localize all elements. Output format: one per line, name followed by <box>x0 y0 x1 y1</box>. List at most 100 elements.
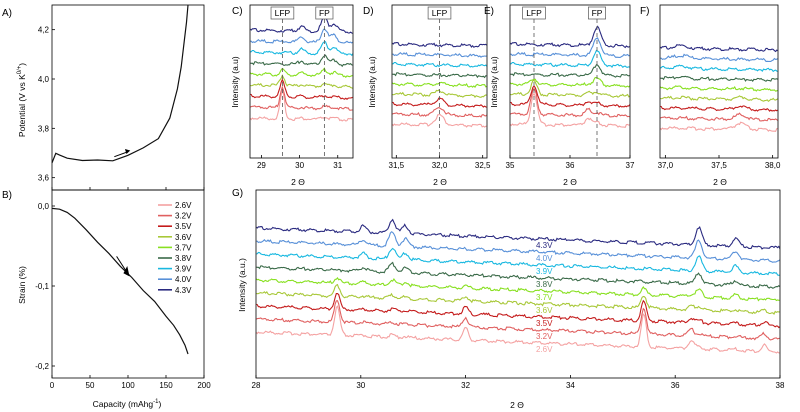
panel-f-traces <box>660 44 778 133</box>
panel-b-xtick-label: 150 <box>159 381 173 390</box>
panel-e-trace <box>510 25 630 49</box>
panel-g-xtick-label: 32 <box>461 381 470 390</box>
panel-a-frame <box>51 4 205 191</box>
panel-e-trace <box>510 64 630 78</box>
panel-g-trace <box>256 261 780 289</box>
panel-c-marker-box <box>315 6 334 20</box>
panel-g-frame <box>255 189 781 379</box>
panel-a-ytick-label: 3,6 <box>38 174 50 183</box>
panel-d-xtick-label: 31,5 <box>389 161 405 170</box>
panel-f-xtick-label: 37,0 <box>658 161 674 170</box>
panel-b-xtick-label: 200 <box>197 381 211 390</box>
panel-f-xtick-label: 38,0 <box>765 161 781 170</box>
panel-c-frame <box>249 4 354 159</box>
panel-c-trace <box>250 74 353 89</box>
panel-e-trace <box>510 79 630 98</box>
panel-g-series-label: 3.2V <box>536 332 553 341</box>
panel-g-xlabel: 2 Θ <box>510 400 524 410</box>
panel-b-xlabel: Capacity (mAhg-1) <box>93 399 162 409</box>
panel-f-trace <box>660 64 778 73</box>
panel-e-marker-box <box>522 6 546 20</box>
panel-e-xtick-label: 37 <box>626 161 635 170</box>
panel-g-trace <box>256 300 780 341</box>
panel-f-trace <box>660 85 778 92</box>
panel-g-series-label: 3.6V <box>536 306 553 315</box>
panel-c-trace <box>250 27 353 44</box>
panel-e-traces <box>510 25 630 129</box>
panel-c-trace <box>250 85 353 111</box>
panel-g-series-label: 3.8V <box>536 280 553 289</box>
panel-c-marker-label: FP <box>319 8 330 18</box>
panel-d-marker-label: LFP <box>432 8 448 18</box>
panel-g-series-label: 4.3V <box>536 241 553 250</box>
panel-g-xtick-label: 36 <box>671 381 680 390</box>
panel-g-trace <box>256 218 780 250</box>
panel-g-xtick-label: 30 <box>356 381 365 390</box>
panel-c-ylabel: Intensity (a.u) <box>230 56 240 108</box>
panel-c-marker-box <box>270 6 295 20</box>
panel-label-b: B) <box>2 190 12 201</box>
panel-e-xtick-label: 36 <box>566 161 575 170</box>
panel-e-frame <box>509 4 631 159</box>
panel-f-frame <box>659 4 779 159</box>
panel-label-a: A) <box>2 8 12 19</box>
panel-label-e: E) <box>484 6 494 17</box>
panel-e-trace <box>510 87 630 118</box>
panel-c-xlabel: 2 Θ <box>291 177 305 187</box>
panel-d-xlabel: 2 Θ <box>433 177 447 187</box>
panel-c-xtick-label: 29 <box>257 161 266 170</box>
panel-g-series-label: 3.7V <box>536 293 553 302</box>
panel-e-xlabel: 2 Θ <box>563 177 577 187</box>
panel-g-series-label: 2.6V <box>536 345 553 354</box>
panel-c-trace <box>250 89 353 122</box>
legend-label: 4.3V <box>175 286 192 295</box>
panel-b-ylabel: Strain (%) <box>17 266 27 304</box>
panel-a-arrow-head <box>124 149 131 154</box>
panel-c-trace <box>250 41 353 57</box>
panel-d-xtick-label: 32,0 <box>432 161 448 170</box>
panel-d-trace <box>392 41 487 48</box>
panel-c-xtick-label: 31 <box>333 161 342 170</box>
panel-e-trace <box>510 92 630 129</box>
panel-b-strain-curve <box>51 207 189 355</box>
legend-label: 3.7V <box>175 243 192 252</box>
panel-g-series-label: 3.9V <box>536 267 553 276</box>
panel-a-arrow-shaft <box>114 151 129 158</box>
panel-c-xtick-label: 30 <box>295 161 304 170</box>
panel-e-trace <box>510 37 630 58</box>
panel-d-xtick-label: 32,5 <box>475 161 491 170</box>
panel-b-xtick-label: 0 <box>50 381 55 390</box>
panel-d-ylabel: Intensity (a.u) <box>367 56 377 108</box>
panel-a-ytick-label: 4,0 <box>38 75 50 84</box>
panel-f-trace <box>660 121 778 133</box>
panel-g-trace <box>256 283 780 315</box>
panel-f-xtick-label: 37,5 <box>711 161 727 170</box>
panel-g-trace <box>256 247 780 276</box>
panel-g-xtick-label: 34 <box>566 381 575 390</box>
panel-d-trace <box>392 113 487 128</box>
panel-e-trace <box>510 85 630 108</box>
panel-a-potential-curve <box>51 4 189 164</box>
panel-label-g: G) <box>232 188 243 199</box>
panel-e-xtick-label: 35 <box>506 161 515 170</box>
panel-g-traces <box>256 218 780 354</box>
panel-d-marker-box <box>427 6 452 20</box>
panel-b-ytick-label: -0,2 <box>35 362 49 371</box>
panel-a-ytick-label: 3,8 <box>38 124 50 133</box>
panel-c-trace <box>250 67 353 78</box>
panel-e-marker-label: LFP <box>526 8 542 18</box>
panel-e-marker-box <box>588 6 606 20</box>
panel-b-ytick-label: 0,0 <box>38 202 50 211</box>
panel-c-trace <box>250 16 353 34</box>
panel-a-ylabel: Potential (V vs K0/+) <box>17 63 27 137</box>
panel-c-trace <box>250 78 353 101</box>
panel-d-trace <box>392 72 487 79</box>
panel-e-marker-label: FP <box>592 8 603 18</box>
plot-layer: 3,6 3,8 4,0 4,2 0,0 -0,1 -0,2 0 50 100 150 200 2.6V 3… <box>35 4 785 390</box>
panel-f-trace <box>660 112 778 122</box>
panel-g-series-label: 4.0V <box>536 254 553 263</box>
legend-label: 3.2V <box>175 212 192 221</box>
panel-label-d: D) <box>363 6 374 17</box>
